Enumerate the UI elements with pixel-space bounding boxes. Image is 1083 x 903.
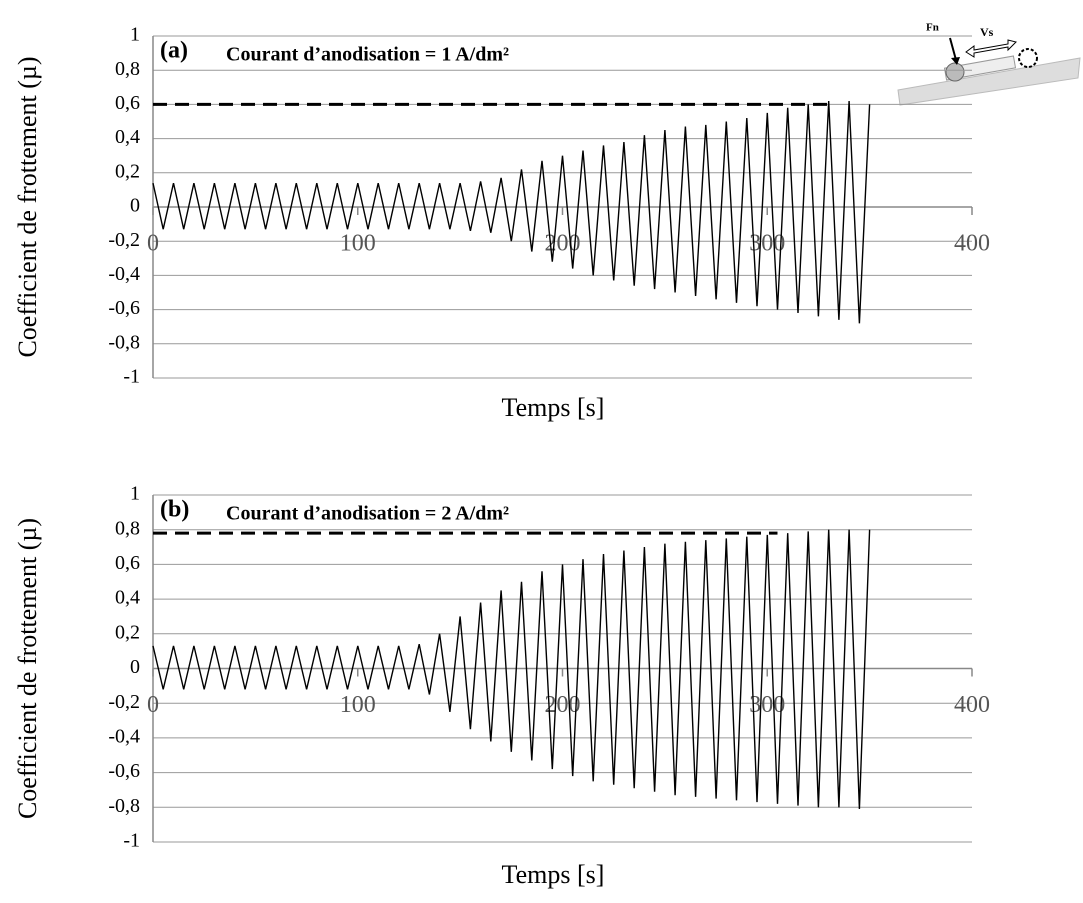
panel-label: (b) (160, 497, 189, 523)
x-tick-label: 0 (147, 692, 159, 718)
signal-line (152, 100, 871, 324)
y-tick-label: -0,2 (108, 691, 140, 713)
x-axis-title: Temps [s] (502, 393, 605, 422)
y-tick-label: -0,4 (108, 725, 140, 747)
y-tick-label: -0,8 (108, 795, 140, 817)
inset-plate (897, 57, 1081, 106)
x-tick-label: 100 (340, 692, 376, 718)
y-tick-label: -0,6 (108, 760, 140, 782)
inset-speed-arrow (965, 39, 1017, 58)
y-tick-label: 1 (130, 24, 140, 46)
signal-line (152, 529, 871, 810)
x-tick-label: 300 (749, 692, 785, 718)
x-tick-label: 200 (545, 692, 581, 718)
y-tick-label: -0,6 (108, 297, 140, 319)
x-tick-label: 400 (954, 231, 990, 257)
x-axis-title: Temps [s] (502, 860, 605, 889)
y-tick-label: 1 (130, 483, 140, 505)
panel-label: (a) (160, 38, 188, 64)
y-tick-label: -1 (123, 830, 140, 852)
y-axis-title: Coefficient de frottement (µ) (13, 518, 42, 819)
x-tick-label: 0 (147, 231, 159, 257)
y-tick-label: 0 (130, 195, 140, 217)
y-tick-label: 0,6 (115, 552, 140, 574)
inset-speed-label: Vs (980, 25, 994, 39)
y-tick-label: 0,4 (115, 126, 140, 148)
inset-force-head (951, 57, 960, 65)
inset-diagram: Fn Vs (897, 22, 1081, 106)
y-tick-label: 0,8 (115, 58, 140, 80)
x-tick-label: 300 (749, 231, 785, 257)
chart-panel: 1 0,8 0,6 0,4 0,2 0 -0,2 -0,4 -0,6 -0,8 -1 0 100 200 3… (13, 483, 990, 889)
y-axis-title: Coefficient de frottement (µ) (13, 56, 42, 357)
y-tick-label: -0,2 (108, 229, 140, 251)
y-tick-label: -0,4 (108, 263, 140, 285)
y-tick-label: -1 (123, 366, 140, 388)
y-tick-label: 0,8 (115, 517, 140, 539)
inset-force-label: Fn (926, 22, 939, 34)
inset-ball (945, 62, 965, 82)
y-tick-label: -0,8 (108, 331, 140, 353)
y-tick-label: 0,6 (115, 92, 140, 114)
y-tick-label: 0 (130, 656, 140, 678)
inset-force-arrow (949, 37, 957, 61)
annotation: Courant d’anodisation = 1 A/dm² (226, 44, 509, 66)
chart-panel: 10,80,60,40,20-0,2-0,4-0,6-0,8-10 100 200 3… (13, 24, 990, 422)
y-tick-label: 0,2 (115, 621, 140, 643)
y-tick-label: 0,2 (115, 160, 140, 182)
x-tick-label: 400 (954, 692, 990, 718)
inset-ball-end (1018, 48, 1038, 68)
y-tick-label: 0,4 (115, 587, 140, 609)
x-tick-label: 100 (340, 231, 376, 257)
annotation: Courant d’anodisation = 2 A/dm² (226, 503, 509, 525)
